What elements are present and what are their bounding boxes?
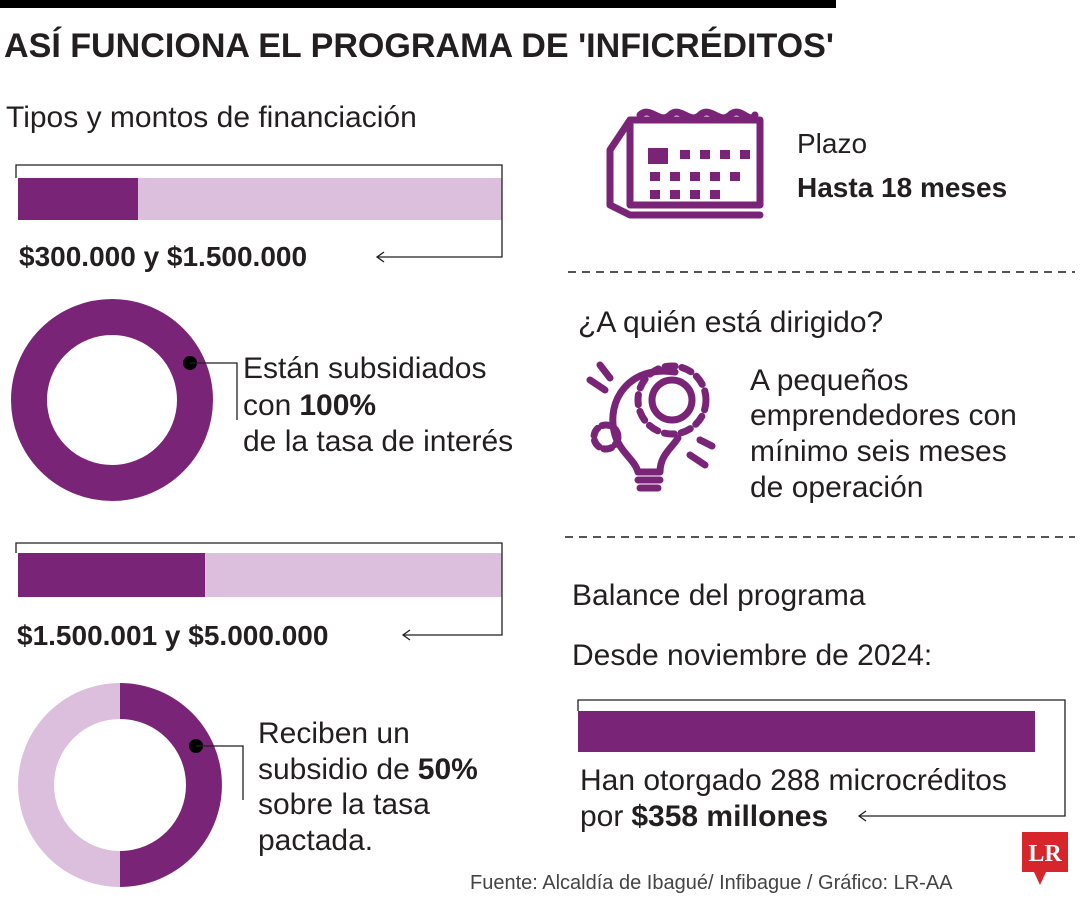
title: ASÍ FUNCIONA EL PROGRAMA DE 'INFICRÉDITO… [4, 27, 834, 65]
donut-half-part [18, 683, 121, 887]
donut-half-part [120, 683, 222, 887]
calendar-icon-part-part [710, 190, 720, 199]
tier-text: con [243, 389, 291, 422]
tier-bar [15, 164, 503, 263]
section-title: Tipos y montos de financiación [6, 101, 417, 134]
donut-full-part [190, 362, 238, 420]
logo-part [1022, 832, 1068, 885]
calendar-icon-part [636, 108, 759, 122]
balance-subtitle: Desde noviembre de 2024: [572, 639, 932, 672]
idea-icon-part [609, 367, 682, 476]
calendar-icon-part [606, 116, 764, 219]
idea-icon-part [586, 361, 716, 469]
tier-text: subsidio de 50% [258, 753, 478, 786]
tier-bar-part [18, 178, 138, 220]
tier-text: Reciben un [258, 717, 410, 750]
tier-range: $1.500.001 y $5.000.000 [17, 620, 328, 651]
idea-icon-part [648, 376, 696, 424]
balance-bar-part [577, 699, 1066, 817]
idea-icon [586, 361, 716, 492]
tier-range: $300.000 y $1.500.000 [19, 241, 307, 272]
logo: LR [1022, 832, 1068, 885]
tier-bar-part [15, 542, 503, 636]
tier-highlight: 100% [299, 389, 376, 422]
term-label: Plazo [797, 128, 867, 159]
calendar-icon-part-part [650, 172, 660, 181]
tier-text: con 100% [243, 389, 376, 422]
balance-text: por [580, 800, 623, 833]
balance-text: Han otorgado 288 microcréditos [580, 764, 1007, 797]
audience-text: emprendedores con [750, 399, 1017, 432]
calendar-icon-part-part [740, 150, 750, 159]
tier-text: sobre la tasa [258, 788, 430, 821]
top-bar [0, 0, 836, 8]
balance-bar [577, 699, 1066, 822]
tier-bar-part [401, 629, 411, 641]
idea-icon-part [634, 362, 710, 438]
idea-icon-part [590, 421, 622, 453]
balance-title: Balance del programa [572, 579, 866, 612]
source: Fuente: Alcaldía de Ibagué/ Infibague / … [470, 872, 953, 894]
calendar-icon-part-part [720, 150, 730, 159]
calendar-icon-part [650, 150, 750, 199]
calendar-icon-part [648, 148, 668, 164]
donut-full [11, 299, 238, 501]
donut-half-part [196, 745, 244, 800]
balance-bar-part [857, 810, 867, 822]
audience-text: de operación [750, 471, 923, 504]
tier-bar [15, 542, 503, 641]
balance-bar-part [578, 711, 1035, 752]
calendar-icon-part-part [670, 172, 680, 181]
balance-highlight: $358 millones [631, 800, 828, 833]
tier-text: pactada. [258, 824, 373, 857]
calendar-icon-part-part [690, 190, 700, 199]
audience-title: ¿A quién está dirigido? [578, 306, 883, 339]
tier-text: de la tasa de interés [243, 425, 513, 458]
calendar-icon-part-part [700, 150, 710, 159]
logo-text: LR [1028, 841, 1062, 867]
tier-text: Están subsidiados [243, 352, 487, 385]
calendar-icon-part-part [680, 150, 690, 159]
audience-text: mínimo seis meses [750, 435, 1007, 468]
calendar-icon-part [626, 116, 764, 209]
calendar-icon-part-part [730, 172, 740, 181]
idea-icon-part [634, 476, 664, 492]
calendar-icon-part-part [710, 172, 720, 181]
audience-text: A pequeños [750, 364, 908, 397]
tier-bar-part [375, 251, 385, 263]
term-value: Hasta 18 meses [797, 172, 1007, 203]
calendar-icon-part-part [670, 190, 680, 199]
calendar-icon-part-part [690, 172, 700, 181]
balance-text: por $358 millones [580, 800, 828, 833]
calendar-icon [606, 108, 764, 219]
donut-full-part [11, 299, 213, 501]
tier-highlight: 50% [418, 753, 478, 786]
tier-bar-part [15, 164, 503, 258]
tier-bar-part [18, 553, 205, 597]
calendar-icon-part-part [650, 190, 660, 199]
tier-text: subsidio de [258, 753, 410, 786]
donut-half [18, 683, 244, 887]
